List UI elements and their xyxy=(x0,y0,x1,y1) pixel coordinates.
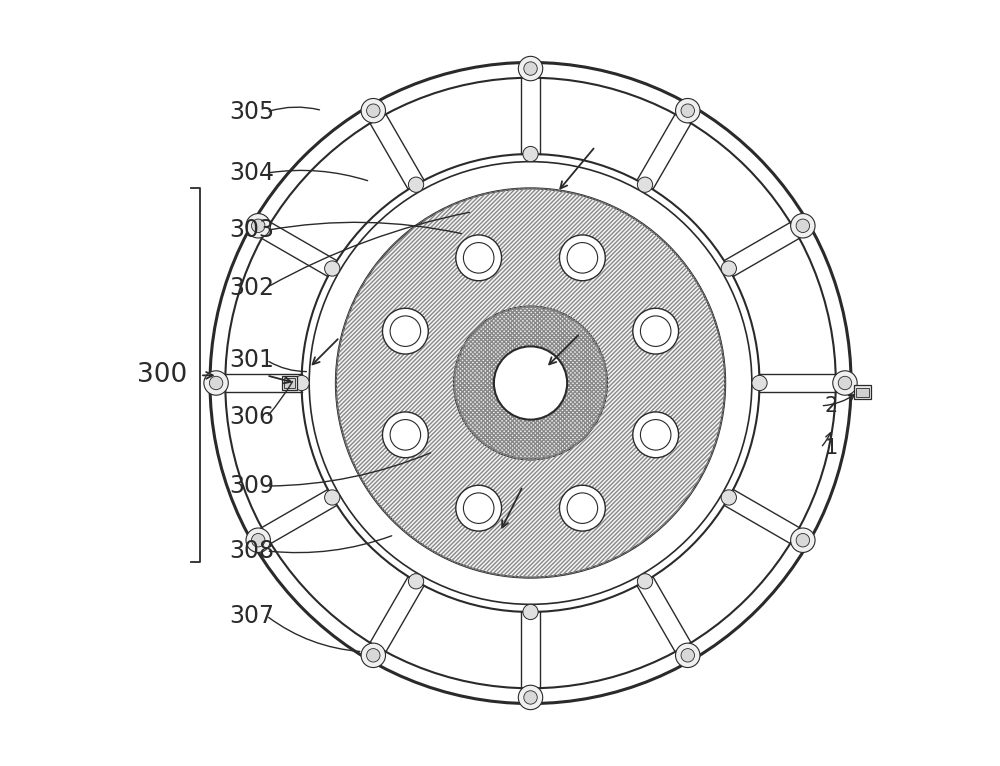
Circle shape xyxy=(325,261,340,277)
Circle shape xyxy=(336,188,725,578)
Circle shape xyxy=(456,235,502,280)
Text: 308: 308 xyxy=(229,539,274,563)
Circle shape xyxy=(791,528,815,552)
Circle shape xyxy=(752,375,767,391)
Circle shape xyxy=(721,261,736,277)
Circle shape xyxy=(408,177,424,192)
Circle shape xyxy=(523,146,538,162)
Bar xyxy=(854,385,871,399)
Circle shape xyxy=(294,375,309,391)
Circle shape xyxy=(637,574,653,589)
Circle shape xyxy=(559,486,605,531)
Circle shape xyxy=(361,99,386,123)
Circle shape xyxy=(518,57,543,80)
Circle shape xyxy=(640,316,671,346)
Circle shape xyxy=(633,412,679,458)
Circle shape xyxy=(390,420,421,450)
Circle shape xyxy=(791,214,815,238)
Circle shape xyxy=(408,574,424,589)
Circle shape xyxy=(567,493,598,523)
Text: 304: 304 xyxy=(229,161,274,185)
Circle shape xyxy=(325,489,340,505)
Text: 301: 301 xyxy=(229,348,274,372)
Text: 309: 309 xyxy=(229,474,274,498)
Circle shape xyxy=(456,486,502,531)
Circle shape xyxy=(633,308,679,354)
Circle shape xyxy=(382,308,428,354)
Bar xyxy=(282,376,297,390)
Bar xyxy=(856,388,869,397)
Circle shape xyxy=(204,371,228,395)
Circle shape xyxy=(523,604,538,620)
Circle shape xyxy=(454,306,607,460)
Circle shape xyxy=(463,243,494,273)
Circle shape xyxy=(209,376,223,390)
Circle shape xyxy=(681,104,694,117)
Circle shape xyxy=(246,528,270,552)
Circle shape xyxy=(681,649,694,662)
Circle shape xyxy=(251,219,265,233)
Circle shape xyxy=(833,371,857,395)
Text: 1: 1 xyxy=(824,438,838,458)
Circle shape xyxy=(637,177,653,192)
Circle shape xyxy=(721,489,736,505)
Circle shape xyxy=(838,376,852,390)
Text: 307: 307 xyxy=(229,604,274,628)
Circle shape xyxy=(524,691,537,704)
Circle shape xyxy=(367,649,380,662)
Circle shape xyxy=(676,643,700,667)
Wedge shape xyxy=(336,188,725,578)
Circle shape xyxy=(640,420,671,450)
Circle shape xyxy=(796,533,810,547)
Circle shape xyxy=(494,346,567,420)
Circle shape xyxy=(518,686,543,709)
Circle shape xyxy=(390,316,421,346)
Circle shape xyxy=(361,643,386,667)
Circle shape xyxy=(367,104,380,117)
Text: 303: 303 xyxy=(229,218,274,242)
Circle shape xyxy=(251,533,265,547)
Text: 306: 306 xyxy=(229,405,274,430)
Text: 2: 2 xyxy=(824,396,838,416)
Circle shape xyxy=(676,99,700,123)
Circle shape xyxy=(559,235,605,280)
Circle shape xyxy=(382,412,428,458)
Circle shape xyxy=(463,493,494,523)
Circle shape xyxy=(796,219,810,233)
Text: 302: 302 xyxy=(229,276,274,300)
Circle shape xyxy=(246,214,270,238)
Text: 305: 305 xyxy=(229,100,274,124)
Circle shape xyxy=(567,243,598,273)
Text: 300: 300 xyxy=(137,362,188,388)
Circle shape xyxy=(524,62,537,75)
Bar xyxy=(284,378,295,388)
